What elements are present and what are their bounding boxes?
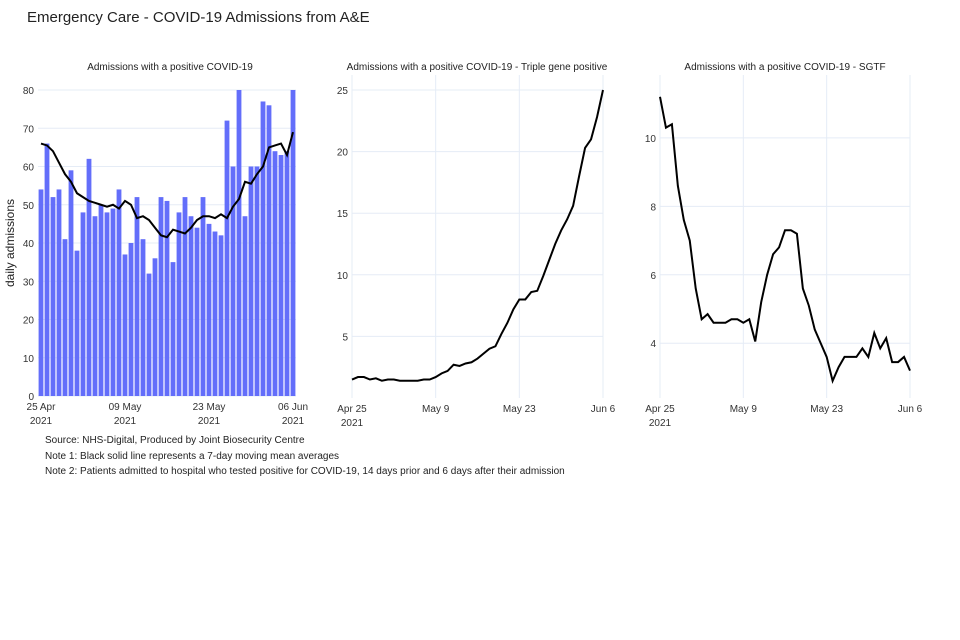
- bar: [110, 208, 116, 396]
- y-tick-label: 80: [23, 86, 35, 97]
- y-tick-label: 10: [23, 354, 35, 365]
- x-tick-label: May 9: [422, 404, 450, 415]
- y-tick-label: 15: [337, 209, 349, 220]
- y-tick-label: 30: [23, 277, 35, 288]
- x-tick-label: Apr 25: [337, 404, 367, 415]
- x-tick-label: 09 May: [109, 402, 142, 413]
- bar: [260, 101, 266, 396]
- bar: [176, 212, 182, 396]
- x-tick-label: 23 May: [193, 402, 226, 413]
- chart-title: Admissions with a positive COVID-19: [87, 62, 253, 73]
- bar: [86, 158, 92, 396]
- y-tick-label: 20: [337, 148, 349, 159]
- note-2: Note 2: Patients admitted to hospital wh…: [45, 466, 565, 477]
- bar: [158, 197, 164, 396]
- bar: [194, 227, 200, 396]
- bar: [224, 120, 230, 396]
- bar: [140, 239, 146, 396]
- bar: [188, 216, 194, 396]
- x-tick-year: 2021: [649, 418, 672, 429]
- bar: [278, 155, 284, 396]
- bar: [50, 197, 56, 396]
- x-tick-label: Jun 6: [898, 404, 923, 415]
- bar: [44, 143, 50, 396]
- bar: [98, 204, 104, 396]
- bar: [284, 151, 290, 396]
- y-tick-label: 8: [650, 202, 656, 213]
- moving-average-line: [40, 131, 294, 239]
- y-axis-label: daily admissions: [3, 199, 17, 287]
- x-tick-year: 2021: [114, 416, 137, 427]
- bar: [230, 166, 236, 396]
- bar: [146, 273, 152, 396]
- bar: [74, 250, 80, 396]
- note-source: Source: NHS-Digital, Produced by Joint B…: [45, 435, 305, 446]
- bar: [170, 262, 176, 396]
- x-tick-label: May 23: [810, 404, 843, 415]
- y-tick-label: 25: [337, 86, 349, 97]
- x-tick-label: 25 Apr: [27, 402, 57, 413]
- bar: [200, 197, 206, 396]
- x-tick-year: 2021: [341, 418, 364, 429]
- y-tick-label: 20: [23, 316, 35, 327]
- bar: [218, 235, 224, 396]
- page-title: Emergency Care - COVID-19 Admissions fro…: [27, 9, 370, 26]
- bar: [122, 254, 128, 396]
- bar: [134, 197, 140, 396]
- x-tick-label: May 23: [503, 404, 536, 415]
- bar: [290, 90, 296, 396]
- x-tick-year: 2021: [198, 416, 221, 427]
- note-1: Note 1: Black solid line represents a 7-…: [45, 450, 340, 462]
- y-tick-label: 10: [337, 271, 349, 282]
- bar: [164, 200, 170, 396]
- y-tick-label: 10: [645, 134, 657, 145]
- bar: [152, 258, 158, 396]
- chart-title: Admissions with a positive COVID-19 - Tr…: [347, 62, 608, 73]
- y-tick-label: 6: [650, 271, 656, 282]
- x-tick-label: Jun 6: [591, 404, 616, 415]
- bar: [206, 223, 212, 396]
- bar: [254, 166, 260, 396]
- bar: [128, 243, 134, 396]
- bar: [104, 212, 110, 396]
- x-tick-year: 2021: [282, 416, 305, 427]
- series-line: [351, 89, 604, 382]
- x-tick-label: Apr 25: [645, 404, 675, 415]
- bar: [80, 212, 86, 396]
- x-tick-label: May 9: [730, 404, 758, 415]
- x-tick-year: 2021: [30, 416, 53, 427]
- bar: [266, 105, 272, 397]
- y-tick-label: 40: [23, 239, 35, 250]
- bar: [248, 166, 254, 396]
- bar: [92, 216, 98, 396]
- notes: Source: NHS-Digital, Produced by Joint B…: [45, 433, 565, 480]
- chart-title: Admissions with a positive COVID-19 - SG…: [684, 62, 885, 73]
- bar: [62, 239, 68, 396]
- bar: [212, 231, 218, 396]
- y-tick-label: 5: [342, 332, 348, 343]
- bar: [56, 189, 62, 396]
- bar: [236, 90, 242, 396]
- x-tick-label: 06 Jun: [278, 402, 308, 413]
- bar: [68, 170, 74, 396]
- bar: [116, 189, 122, 396]
- bar: [272, 151, 278, 396]
- y-tick-label: 60: [23, 163, 35, 174]
- bar: [182, 197, 188, 396]
- y-tick-label: 70: [23, 124, 35, 135]
- bar: [242, 216, 248, 396]
- y-tick-label: 4: [650, 339, 656, 350]
- y-tick-label: 0: [28, 392, 34, 403]
- bar: [38, 189, 44, 396]
- y-tick-label: 50: [23, 201, 35, 212]
- series-line: [659, 96, 911, 384]
